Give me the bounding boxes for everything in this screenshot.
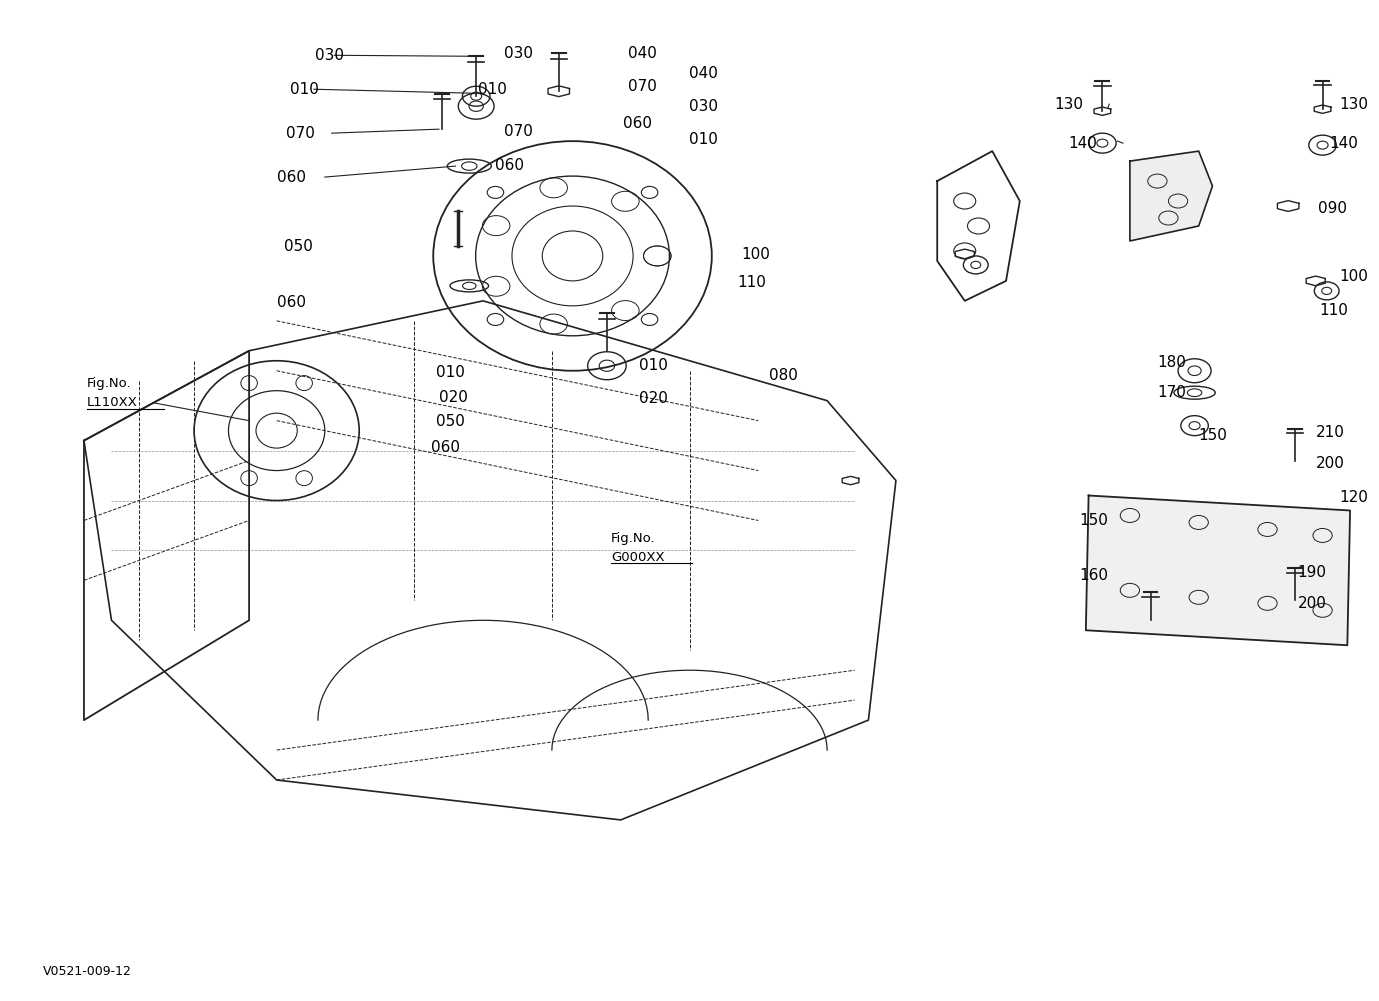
Text: 100: 100 bbox=[742, 247, 771, 262]
Text: 020: 020 bbox=[638, 391, 667, 406]
Text: 100: 100 bbox=[1339, 269, 1368, 284]
Text: 030: 030 bbox=[316, 48, 345, 63]
Text: 070: 070 bbox=[503, 124, 532, 139]
Text: 140: 140 bbox=[1329, 136, 1358, 150]
Text: 010: 010 bbox=[690, 132, 718, 146]
Text: 050: 050 bbox=[436, 414, 465, 429]
Text: 070: 070 bbox=[627, 79, 656, 94]
Text: 020: 020 bbox=[439, 390, 467, 405]
Text: L110XX: L110XX bbox=[87, 396, 138, 409]
Text: 130: 130 bbox=[1054, 97, 1083, 112]
Text: 160: 160 bbox=[1078, 568, 1107, 583]
Text: 180: 180 bbox=[1157, 355, 1186, 370]
Text: 110: 110 bbox=[738, 275, 767, 290]
Text: 010: 010 bbox=[638, 358, 667, 373]
Text: 060: 060 bbox=[495, 157, 524, 172]
Text: V0521-009-12: V0521-009-12 bbox=[43, 965, 131, 978]
Text: 080: 080 bbox=[769, 368, 798, 383]
Text: 190: 190 bbox=[1298, 565, 1327, 580]
Text: 010: 010 bbox=[477, 82, 506, 97]
Text: 200: 200 bbox=[1316, 456, 1345, 471]
Polygon shape bbox=[1085, 495, 1350, 646]
Text: 150: 150 bbox=[1198, 428, 1227, 443]
Text: G000XX: G000XX bbox=[611, 551, 665, 564]
Text: 060: 060 bbox=[430, 440, 459, 455]
Text: 010: 010 bbox=[436, 365, 465, 380]
Text: 070: 070 bbox=[287, 126, 316, 141]
Text: 200: 200 bbox=[1298, 596, 1327, 611]
Text: 030: 030 bbox=[503, 46, 532, 61]
Text: 040: 040 bbox=[627, 46, 656, 61]
Text: Fig.No.: Fig.No. bbox=[87, 377, 131, 390]
Text: 030: 030 bbox=[690, 99, 718, 114]
Text: 010: 010 bbox=[291, 82, 320, 97]
Text: 130: 130 bbox=[1339, 97, 1368, 112]
Text: 060: 060 bbox=[623, 116, 652, 131]
Text: 210: 210 bbox=[1316, 425, 1345, 440]
Text: 050: 050 bbox=[284, 239, 313, 254]
Text: 120: 120 bbox=[1339, 490, 1368, 506]
Text: 040: 040 bbox=[690, 66, 718, 81]
Text: 110: 110 bbox=[1320, 303, 1349, 318]
Text: 060: 060 bbox=[277, 295, 306, 310]
Text: 060: 060 bbox=[277, 169, 306, 184]
Text: Fig.No.: Fig.No. bbox=[611, 532, 655, 545]
Text: 090: 090 bbox=[1318, 200, 1347, 215]
Text: 150: 150 bbox=[1078, 513, 1107, 528]
Text: 170: 170 bbox=[1157, 385, 1186, 400]
Text: 140: 140 bbox=[1067, 136, 1096, 150]
Polygon shape bbox=[1129, 151, 1212, 241]
